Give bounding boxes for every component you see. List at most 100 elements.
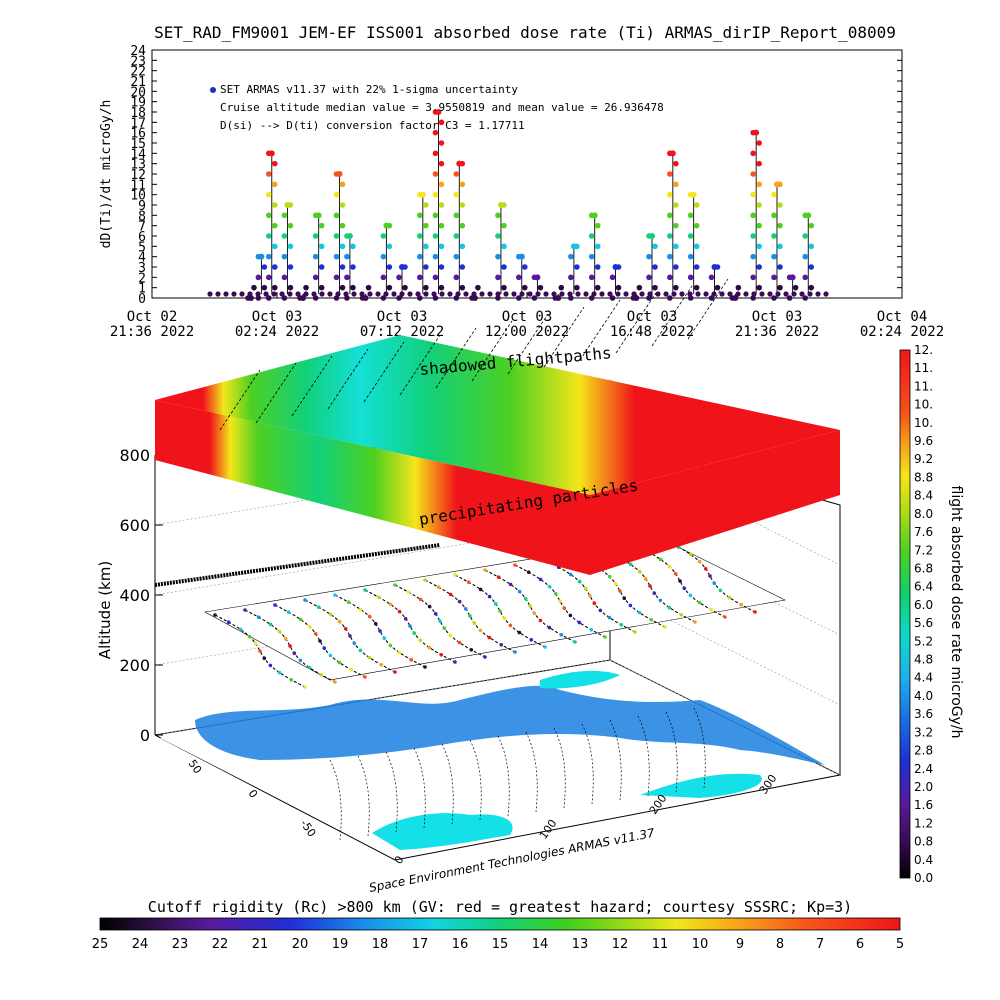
- dose-point: [432, 274, 439, 281]
- dose-point: [756, 160, 762, 167]
- three-d-plot: 0 200 400 600 800 Altitude (km) 50 0 -50 0 1…: [96, 278, 842, 895]
- orbit-point: [688, 552, 693, 557]
- orbit-point: [472, 621, 477, 625]
- dose-point: [568, 253, 574, 260]
- floor-track: [637, 715, 650, 797]
- orbit-track: [604, 549, 696, 623]
- dose-point: [495, 233, 501, 239]
- dose-baseline-point: [279, 291, 285, 297]
- dose-point: [802, 295, 809, 301]
- orbit-point: [358, 648, 363, 653]
- dose-colorbar-tick: 4.8: [914, 653, 933, 667]
- dose-point: [318, 264, 325, 270]
- top-x-tick-date: Oct 04: [877, 309, 928, 325]
- dose-colorbar-tick: 11.: [914, 361, 933, 375]
- orbit-point: [513, 563, 517, 567]
- dose-baseline-point: [367, 291, 373, 297]
- dose-point: [756, 243, 762, 250]
- dose-point: [777, 264, 783, 270]
- altitude-tick-label: 0: [140, 726, 150, 745]
- dose-baseline-point: [607, 291, 613, 297]
- orbit-point: [286, 610, 291, 614]
- dose-peak-point: [753, 129, 760, 136]
- orbit-point: [562, 606, 567, 610]
- dose-baseline-point: [775, 291, 781, 297]
- dose-point: [312, 274, 319, 281]
- dose-point: [281, 212, 288, 219]
- top-y-tick-label: 21: [130, 75, 146, 90]
- dose-point: [350, 264, 356, 270]
- orbit-point: [388, 643, 393, 648]
- orbit-point: [298, 658, 303, 663]
- dose-baseline-point: [263, 291, 269, 297]
- orbit-track: [664, 539, 756, 613]
- orbit-point: [288, 644, 292, 648]
- orbit-point: [328, 653, 333, 658]
- dose-point: [667, 253, 673, 260]
- dose-colorbar-tick: 2.0: [914, 780, 933, 794]
- dose-baseline-point: [287, 291, 293, 297]
- dose-baseline-point: [703, 291, 709, 297]
- dose-point: [438, 181, 445, 188]
- dose-point: [495, 295, 501, 301]
- dose-colorbar-tick: 10.: [914, 398, 933, 412]
- top-y-tick-label: 13: [130, 158, 146, 173]
- dose-baseline-point: [543, 291, 549, 297]
- dose-point: [432, 171, 439, 177]
- slab-track: [543, 306, 585, 368]
- dose-point: [771, 212, 777, 219]
- orbit-point: [508, 623, 513, 628]
- dose-point: [667, 171, 673, 177]
- dose-point: [786, 295, 793, 301]
- orbit-point: [367, 655, 372, 660]
- orbit-point: [457, 640, 462, 645]
- dose-point: [318, 284, 325, 291]
- dose-colorbar-tick: 0.4: [914, 853, 933, 867]
- orbit-point: [226, 620, 231, 624]
- dose-point: [265, 233, 272, 239]
- dose-baseline-point: [591, 291, 597, 297]
- dose-baseline-point: [767, 291, 773, 297]
- dose-point: [453, 274, 460, 281]
- orbit-point: [592, 601, 597, 605]
- orbit-point: [307, 665, 312, 670]
- dose-peak-point: [633, 295, 640, 301]
- orbit-point: [433, 612, 438, 616]
- dose-point: [808, 243, 815, 250]
- dose-point: [771, 233, 777, 239]
- rigidity-colorbar-tick: 10: [692, 937, 709, 952]
- orbit-point: [682, 586, 687, 590]
- slab-track: [507, 313, 549, 375]
- orbit-point: [388, 602, 393, 607]
- dose-point: [687, 253, 694, 260]
- orbit-point: [483, 568, 487, 572]
- dose-point: [318, 222, 325, 229]
- dose-baseline-point: [783, 291, 789, 297]
- orbit-track: [394, 584, 486, 658]
- dose-point: [417, 233, 423, 239]
- dose-point: [558, 284, 565, 291]
- slab-track: [399, 334, 441, 396]
- orbit-point: [529, 638, 534, 642]
- top-y-tick-label: 15: [130, 137, 146, 152]
- dose-point: [521, 284, 528, 291]
- top-x-tick-time: 21:36 2022: [110, 324, 194, 340]
- dose-point: [271, 243, 278, 250]
- dose-point: [386, 243, 393, 250]
- dose-point: [673, 160, 679, 167]
- dose-point: [588, 233, 595, 239]
- orbit-point: [718, 588, 723, 593]
- rigidity-colorbar: Cutoff rigidity (Rc) >800 km (GV: red = …: [92, 898, 904, 952]
- dose-baseline-point: [303, 291, 309, 297]
- dose-colorbar-tick: 5.2: [914, 634, 933, 648]
- dose-baseline-point: [639, 291, 645, 297]
- rigidity-colorbar-tick: 18: [372, 937, 389, 952]
- dose-point: [459, 202, 466, 208]
- rigidity-colorbar-tick: 15: [492, 937, 509, 952]
- orbit-point: [658, 557, 663, 562]
- dose-point: [594, 243, 601, 250]
- dose-peak-point: [669, 150, 676, 157]
- dose-point: [438, 119, 445, 126]
- altitude-tick-label: 600: [119, 516, 150, 535]
- dose-point: [438, 264, 445, 270]
